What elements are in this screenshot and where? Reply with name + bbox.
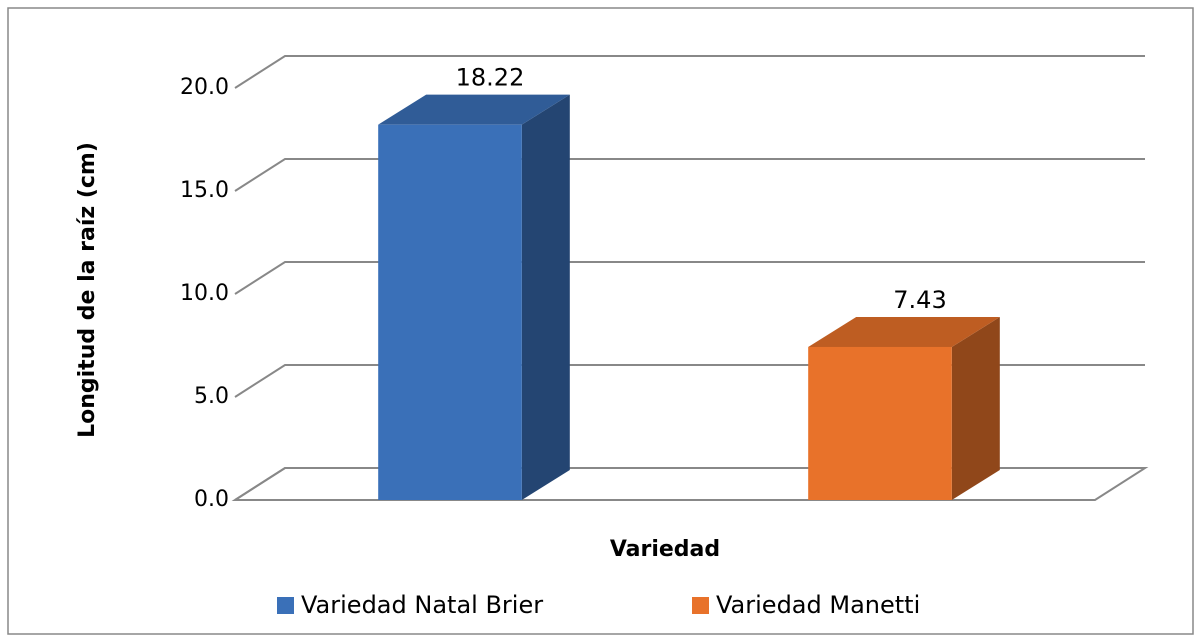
bar-top [378, 94, 570, 125]
y-tick-label: 0.0 [194, 487, 229, 512]
grid-line [234, 261, 1145, 295]
y-tick-label: 10.0 [180, 281, 229, 306]
y-tick-label: 5.0 [194, 384, 229, 409]
bar-side [951, 316, 1000, 500]
data-label: 18.22 [456, 64, 525, 92]
y-axis-title: Longitud de la raíz (cm) [75, 142, 100, 438]
data-label: 7.43 [893, 286, 946, 314]
grid-line [234, 158, 1145, 192]
legend-swatch [692, 597, 709, 614]
bar-side [521, 94, 570, 500]
y-tick-label: 15.0 [180, 178, 229, 203]
grid-line [234, 55, 1145, 89]
legend-label: Variedad Manetti [716, 591, 920, 619]
chart-border [7, 7, 1194, 635]
y-tick-label: 20.0 [180, 75, 229, 100]
legend-swatch [277, 597, 294, 614]
bar [808, 346, 952, 500]
x-axis-title: Variedad [610, 537, 720, 562]
bar-top [808, 316, 1000, 347]
bar [378, 124, 522, 500]
legend-label: Variedad Natal Brier [301, 591, 543, 619]
